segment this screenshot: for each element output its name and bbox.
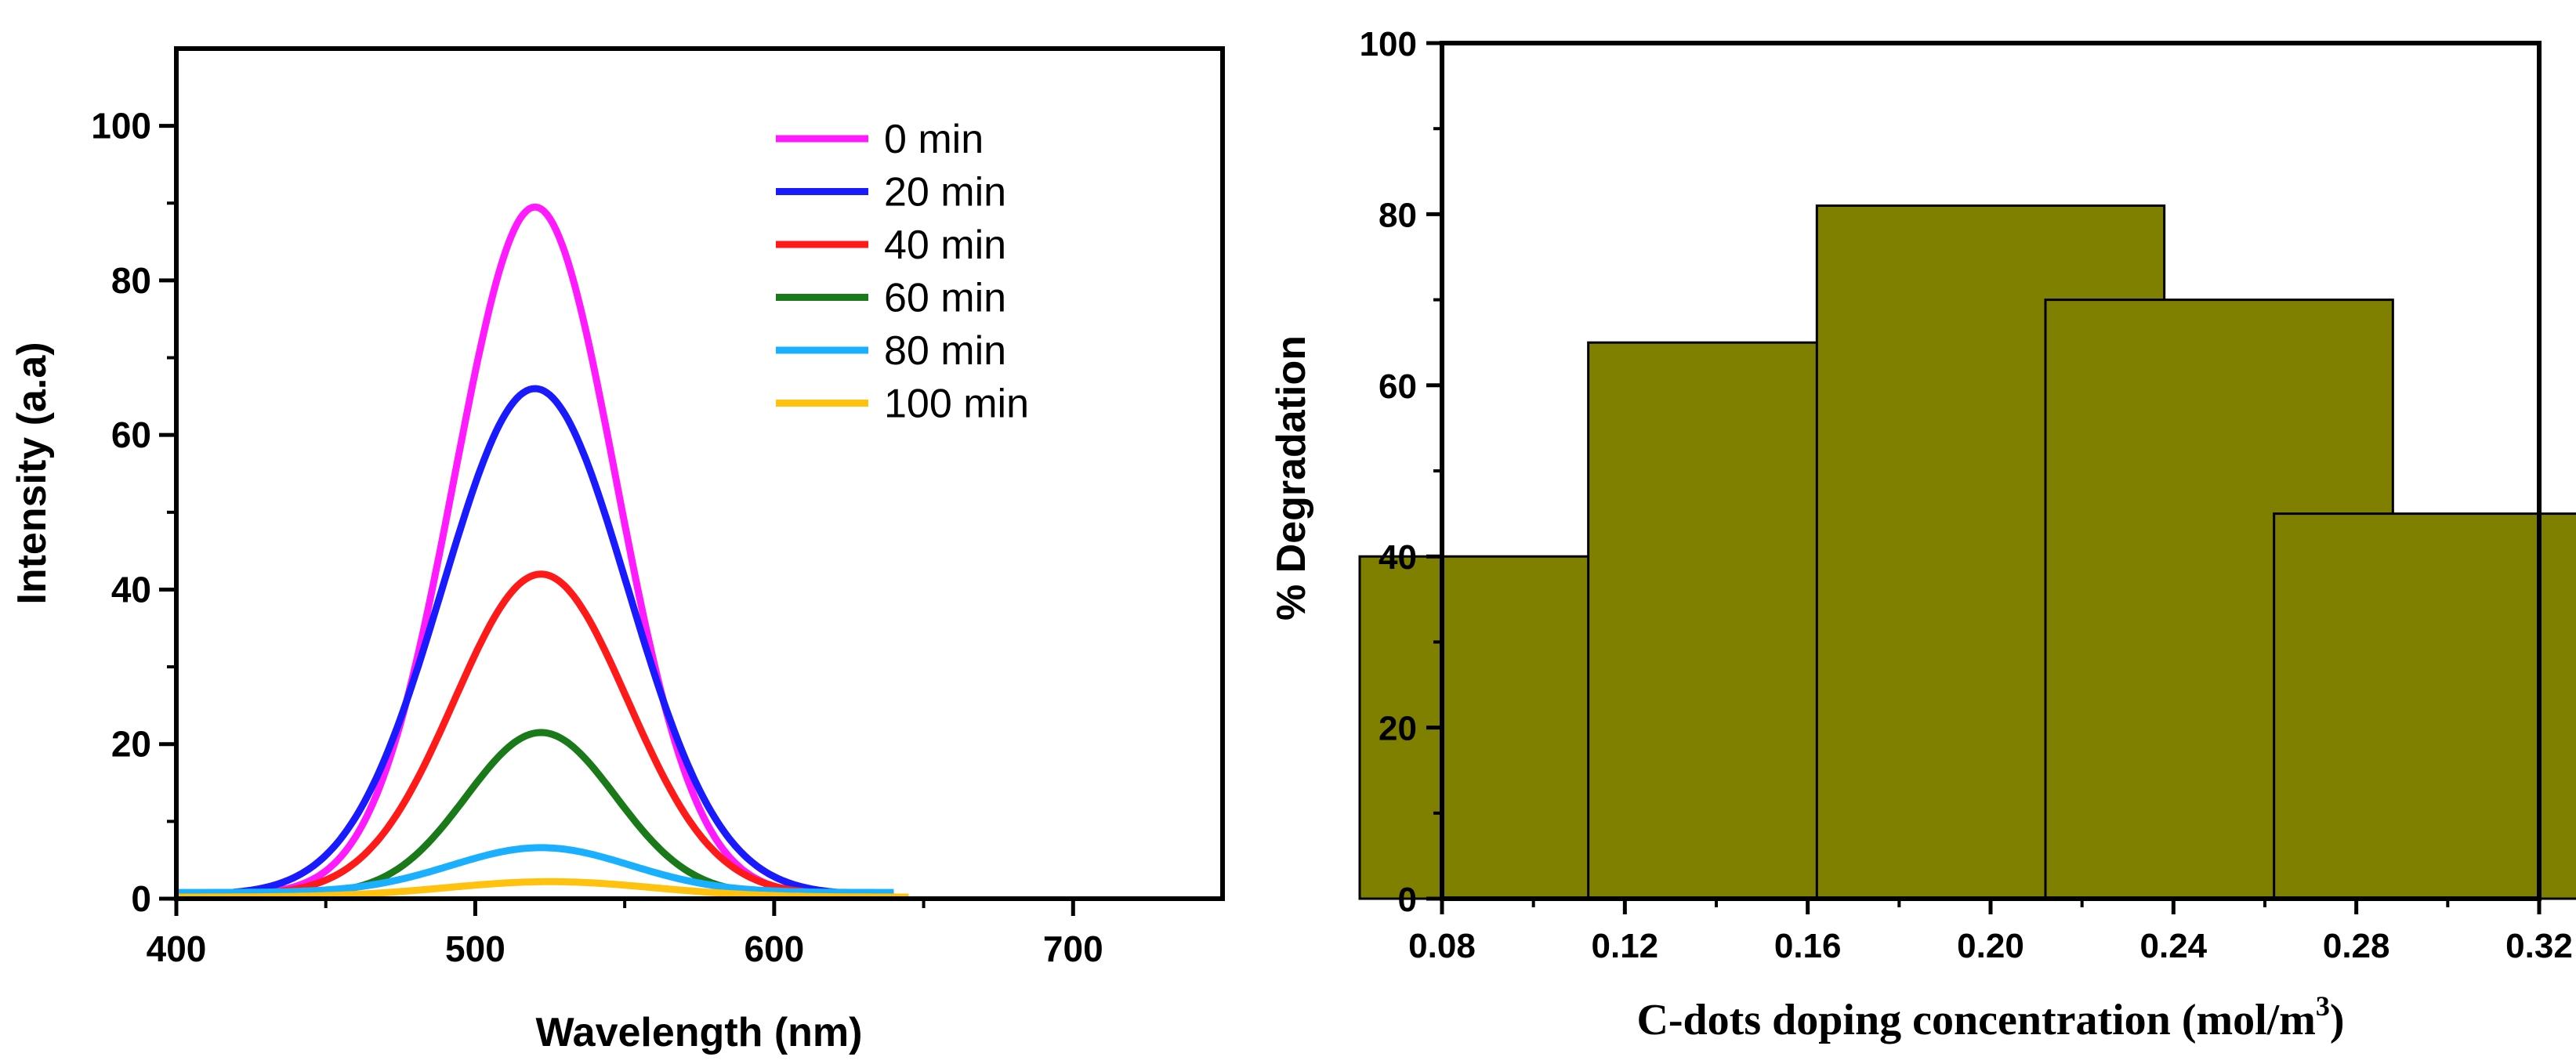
intensity-y-axis-title: Intensity (a.a): [9, 342, 55, 604]
legend-label: 60 min: [884, 276, 1006, 321]
y-tick-label: 40: [111, 569, 151, 610]
legend-label: 20 min: [884, 170, 1006, 215]
bar-y-tick-label: 20: [1379, 710, 1417, 748]
degradation-x-title-sup: 3: [2316, 990, 2330, 1022]
degradation-ticks: 0.08 0.12 0.16 0.20 0.24 0.28 0.32 0 20 40 60 80 100: [1360, 25, 2573, 965]
intensity-series-line: [176, 844, 895, 896]
intensity-series-line: [176, 878, 910, 901]
x-tick-label: 700: [1043, 928, 1103, 969]
degradation-bars-group: [1358, 204, 2576, 900]
y-tick-label: 20: [111, 724, 151, 765]
intensity-ticks: 400 500 600 700 0 20 40 60 80 100: [91, 106, 1103, 969]
legend-label: 40 min: [884, 223, 1006, 268]
bar-x-tick-label: 0.20: [1957, 927, 2024, 965]
bar-x-tick-label: 0.16: [1774, 927, 1842, 965]
legend-label: 0 min: [884, 117, 984, 162]
intensity-legend: 0 min 20 min 40 min 60 min 80 min 100 min: [776, 117, 1029, 427]
degradation-y-axis-title: % Degradation: [1269, 335, 1314, 621]
intensity-series-group: [176, 203, 910, 901]
bar-x-tick-label: 0.24: [2140, 927, 2208, 965]
bar-y-tick-label: 0: [1398, 881, 1417, 919]
legend-label: 100 min: [884, 382, 1029, 427]
bar-y-tick-label: 60: [1379, 367, 1417, 406]
y-tick-label: 100: [91, 106, 151, 147]
degradation-x-title-main: C-dots doping concentration (mol/m: [1636, 996, 2315, 1044]
bar-x-tick-label: 0.32: [2505, 927, 2573, 965]
intensity-series-line: [176, 203, 895, 899]
bar-y-tick-label: 40: [1379, 538, 1417, 577]
intensity-plot-frame: [174, 46, 1225, 901]
intensity-x-axis-title: Wavelength (nm): [536, 1010, 863, 1055]
y-tick-label: 60: [111, 414, 151, 455]
intensity-series-line: [176, 729, 895, 899]
degradation-chart: 0.08 0.12 0.16 0.20 0.24 0.28 0.32 0 20 40 60 80 100…: [1269, 25, 2576, 1044]
bar-x-tick-label: 0.08: [1408, 927, 1476, 965]
bar-x-tick-label: 0.28: [2323, 927, 2390, 965]
y-tick-label: 80: [111, 260, 151, 301]
degradation-bar: [2273, 512, 2576, 900]
degradation-x-axis-title: C-dots doping concentration (mol/m3): [1636, 990, 2344, 1044]
intensity-chart: 400 500 600 700 0 20 40 60 80 100 0 min 20 min 40 m…: [9, 46, 1225, 1055]
x-tick-label: 600: [744, 928, 804, 969]
legend-label: 80 min: [884, 328, 1006, 374]
bar-y-tick-label: 80: [1379, 196, 1417, 234]
x-tick-label: 400: [147, 928, 207, 969]
degradation-x-title-end: ): [2330, 996, 2345, 1044]
y-tick-label: 0: [131, 878, 151, 919]
bar-x-tick-label: 0.12: [1592, 927, 1659, 965]
bar-y-tick-label: 100: [1360, 25, 1417, 63]
intensity-series-line: [176, 385, 895, 899]
x-tick-label: 500: [445, 928, 505, 969]
